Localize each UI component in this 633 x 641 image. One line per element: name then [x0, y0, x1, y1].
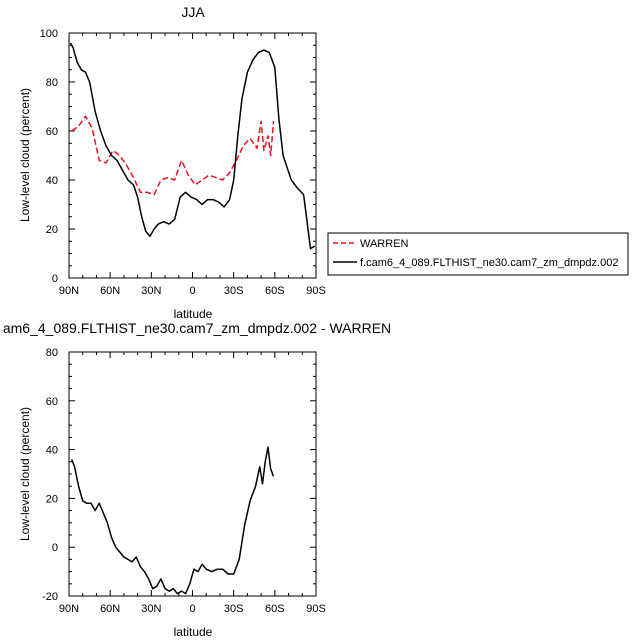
y-tick-label: 40 [46, 445, 58, 457]
bottom-chart-title: am6_4_089.FLTHIST_ne30.cam7_zm_dmpdz.002… [3, 320, 391, 336]
x-tick-label: 90N [59, 285, 79, 297]
y-tick-label: 80 [46, 347, 58, 359]
x-tick-label: 30N [141, 285, 161, 297]
plot-frame [68, 351, 317, 597]
y-tick-label: 20 [46, 493, 58, 505]
x-tick-label: 90S [306, 285, 326, 297]
bottom-chart-x-axis-label: latitude [174, 625, 213, 639]
x-tick-label: 60S [265, 603, 285, 615]
top-chart-x-axis-label: latitude [174, 307, 213, 321]
x-tick-label: 0 [189, 603, 195, 615]
top-chart-legend: WARREN f.cam6_4_089.FLTHIST_ne30.cam7_zm… [327, 232, 629, 276]
y-tick-label: 0 [52, 542, 58, 554]
x-tick-label: 60S [265, 285, 285, 297]
y-tick-label: -20 [42, 591, 58, 603]
x-tick-label: 90N [59, 603, 79, 615]
x-tick-label: 60N [100, 285, 120, 297]
top-chart-y-axis-label: Low-level cloud (percent) [18, 88, 32, 222]
x-tick-label: 90S [306, 603, 326, 615]
series-line-f-cam6-4-089-flthist-ne30-cam7-zm-dmpdz-002 [69, 42, 315, 250]
x-tick-label: 60N [100, 603, 120, 615]
x-tick-label: 0 [189, 285, 195, 297]
y-tick-label: 100 [40, 28, 58, 40]
x-tick-label: 30S [224, 285, 244, 297]
bottom-chart: am6_4_089.FLTHIST_ne30.cam7_zm_dmpdz.002… [3, 320, 391, 639]
legend-label-warren: WARREN [360, 238, 409, 250]
series-line-series-0 [70, 446, 275, 595]
x-tick-label: 30N [141, 603, 161, 615]
top-chart-plot-area: 90N 60N 30N 0 30S 60S 90S 0 20 40 60 80 100 [40, 28, 326, 297]
x-tick-label: 30S [224, 603, 244, 615]
series-line-warren [71, 115, 275, 196]
y-tick-label: 80 [46, 77, 58, 89]
plot-frame [68, 32, 317, 279]
y-tick-label: 0 [52, 273, 58, 285]
top-chart-title: JJA [181, 4, 205, 20]
legend-label-model: f.cam6_4_089.FLTHIST_ne30.cam7_zm_dmpdz.… [360, 257, 618, 269]
legend-frame [327, 232, 629, 276]
top-chart: JJA Low-level cloud (percent) latitude 9… [18, 4, 326, 321]
bottom-chart-plot-area: 90N 60N 30N 0 30S 60S 90S -20 0 20 40 60 80 [42, 347, 326, 615]
y-tick-label: 60 [46, 126, 58, 138]
y-tick-label: 40 [46, 175, 58, 187]
y-tick-label: 60 [46, 396, 58, 408]
y-tick-label: 20 [46, 224, 58, 236]
bottom-chart-y-axis-label: Low-level cloud (percent) [18, 407, 32, 541]
